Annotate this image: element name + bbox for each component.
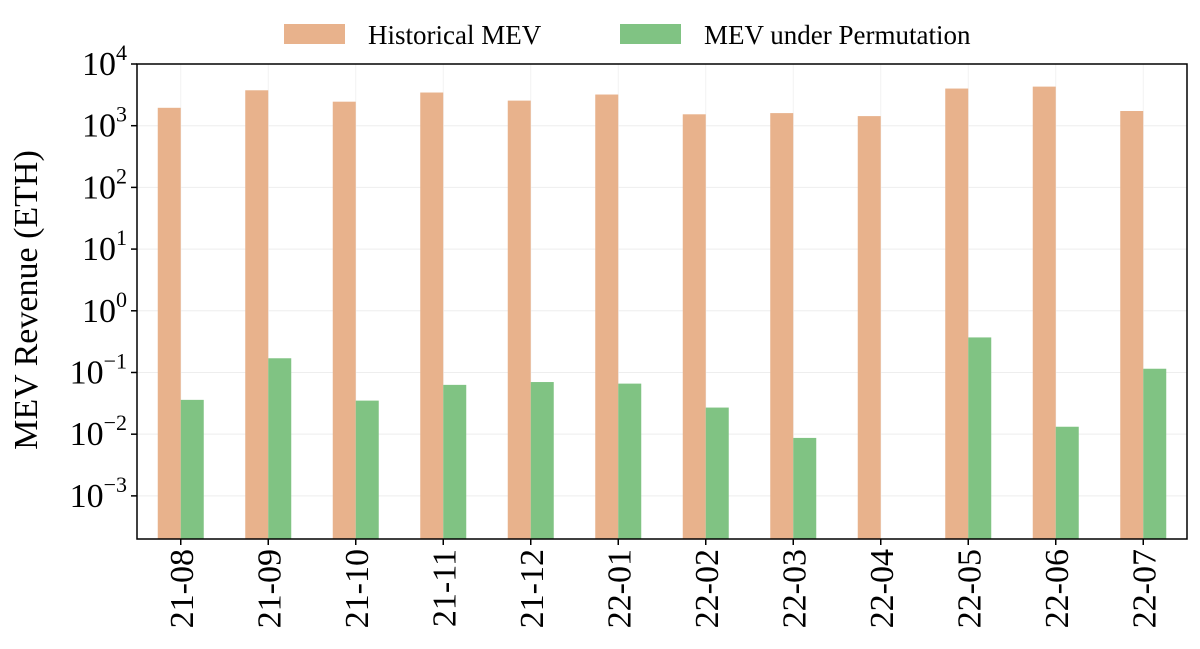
y-axis-title: MEV Revenue (ETH) [8, 150, 45, 450]
bar-mev-under-permutation [1055, 426, 1079, 539]
x-axis: 21-08 21-09 21-10 21-11 21-12 22-01 22-02 22-03… [164, 539, 1163, 628]
bar-mev-under-permutation [180, 399, 204, 539]
bar-mev-under-permutation [268, 358, 292, 539]
grid-layer [137, 63, 1187, 539]
x-tick-label: 22-07 [1126, 549, 1163, 628]
y-tick-label: 104 [82, 40, 127, 83]
legend-label: MEV under Permutation [704, 20, 971, 50]
bar-historical-mev [507, 100, 531, 539]
x-tick-label: 22-03 [776, 549, 813, 628]
y-tick-label: 10−3 [70, 472, 127, 515]
legend: Historical MEV MEV under Permutation [284, 20, 971, 50]
bar-mev-under-permutation [355, 400, 379, 539]
y-tick-label: 10−1 [70, 348, 127, 391]
bar-historical-mev [245, 90, 269, 539]
bar-historical-mev [595, 94, 619, 539]
y-tick-label: 10−2 [70, 410, 127, 453]
x-tick-label: 21-09 [251, 549, 288, 628]
x-tick-label: 22-06 [1039, 549, 1076, 628]
bar-historical-mev [1120, 111, 1144, 539]
y-tick-label: 101 [82, 225, 127, 268]
x-tick-label: 22-01 [601, 549, 638, 628]
x-tick-label: 21-11 [426, 549, 463, 627]
plot-frame [136, 63, 1188, 540]
bar-mev-under-permutation [705, 407, 729, 539]
y-axis: 104 103 102 101 100 10−1 10−2 10−3 [70, 40, 137, 515]
x-tick-label: 21-12 [514, 549, 551, 628]
y-tick-label: 100 [82, 287, 127, 330]
x-tick-label: 22-05 [951, 549, 988, 628]
bar-mev-under-permutation [530, 382, 554, 539]
x-tick-label: 22-02 [689, 549, 726, 628]
bar-historical-mev [945, 88, 969, 540]
bar-mev-under-permutation [618, 383, 642, 539]
bars-layer [157, 86, 1167, 540]
y-tick-label: 102 [82, 163, 127, 206]
bar-historical-mev [770, 113, 794, 540]
bar-mev-under-permutation [968, 337, 992, 539]
bar-mev-under-permutation [793, 437, 817, 539]
legend-label: Historical MEV [368, 20, 542, 50]
bar-historical-mev [857, 116, 881, 540]
bar-mev-under-permutation [1143, 368, 1167, 539]
bar-historical-mev [420, 92, 444, 539]
x-tick-label: 21-10 [339, 549, 376, 628]
bar-historical-mev [682, 114, 706, 540]
y-tick-label: 103 [82, 102, 127, 145]
bar-historical-mev [157, 107, 181, 539]
bar-historical-mev [1032, 86, 1056, 539]
x-tick-label: 21-08 [164, 549, 201, 628]
legend-swatch-historical-mev [284, 24, 345, 44]
legend-swatch-mev-under-permutation [620, 24, 681, 44]
x-tick-label: 22-04 [864, 549, 901, 628]
bar-mev-under-permutation [443, 384, 467, 539]
bar-historical-mev [332, 101, 356, 540]
